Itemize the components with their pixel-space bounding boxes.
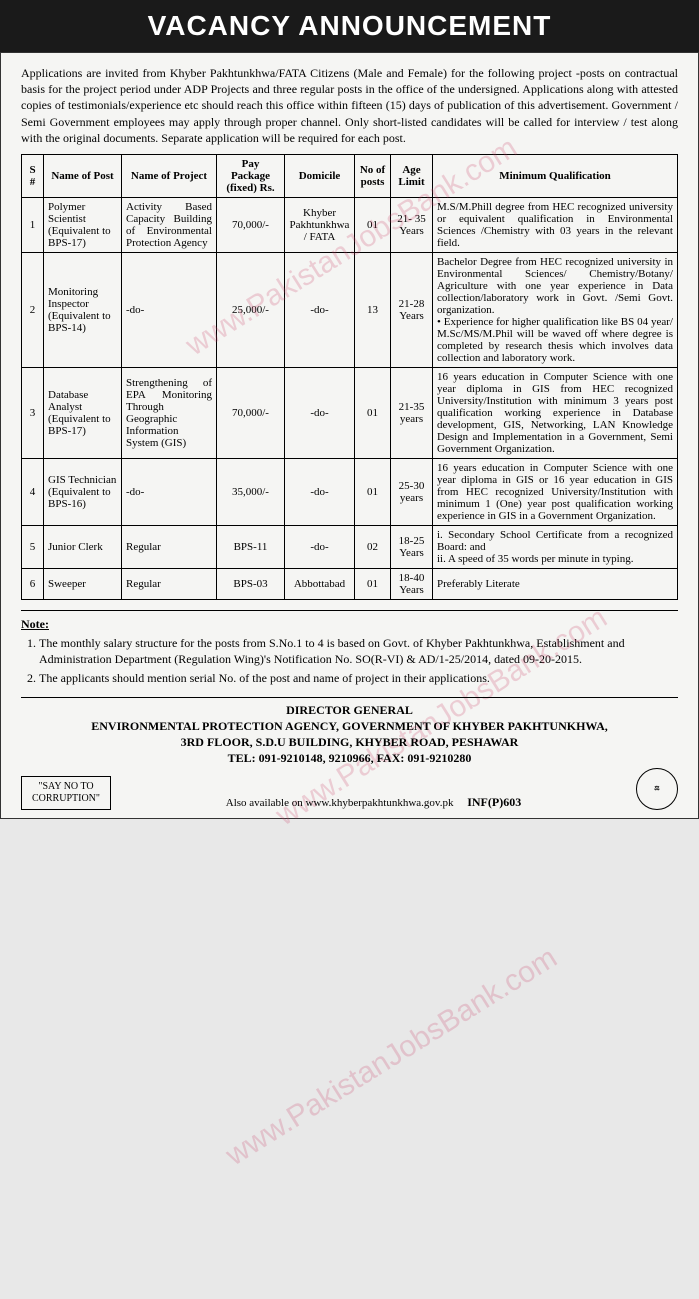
footer-agency: ENVIRONMENTAL PROTECTION AGENCY, GOVERNM… <box>21 718 678 734</box>
table-cell: Sweeper <box>44 568 122 599</box>
table-cell: Database Analyst (Equivalent to BPS-17) <box>44 367 122 458</box>
table-cell: BPS-03 <box>217 568 285 599</box>
table-cell: 25,000/- <box>217 252 285 367</box>
table-row: 6SweeperRegularBPS-03Abbottabad0118-40 Y… <box>22 568 678 599</box>
table-cell: 3 <box>22 367 44 458</box>
footer-director: DIRECTOR GENERAL <box>21 702 678 718</box>
table-row: 4GIS Technician (Equivalent to BPS-16)-d… <box>22 458 678 525</box>
table-cell: 35,000/- <box>217 458 285 525</box>
seal-icon: ⚖ <box>636 768 678 810</box>
table-cell: Monitoring Inspector (Equivalent to BPS-… <box>44 252 122 367</box>
table-header-row: S # Name of Post Name of Project Pay Pac… <box>22 154 678 197</box>
table-cell: 21-28 Years <box>391 252 433 367</box>
table-cell: 70,000/- <box>217 197 285 252</box>
document-page: www.PakistanJobsBank.com www.PakistanJob… <box>0 0 699 819</box>
table-cell: 18-25 Years <box>391 525 433 568</box>
table-cell: -do- <box>122 458 217 525</box>
table-cell: -do- <box>285 525 355 568</box>
footer-bottom-row: "SAY NO TO CORRUPTION" Also available on… <box>21 768 678 810</box>
table-cell: 02 <box>355 525 391 568</box>
table-cell: 13 <box>355 252 391 367</box>
table-cell: Khyber Pakhtunkhwa / FATA <box>285 197 355 252</box>
note-item: The applicants should mention serial No.… <box>39 671 678 687</box>
content-frame: Applications are invited from Khyber Pak… <box>0 52 699 819</box>
table-cell: 21-35 years <box>391 367 433 458</box>
col-header: Age Limit <box>391 154 433 197</box>
col-header: Pay Package (fixed) Rs. <box>217 154 285 197</box>
table-cell: Polymer Scientist (Equivalent to BPS-17) <box>44 197 122 252</box>
table-cell: 21- 35 Years <box>391 197 433 252</box>
table-cell: 1 <box>22 197 44 252</box>
notes-list: The monthly salary structure for the pos… <box>39 636 678 687</box>
table-cell: 6 <box>22 568 44 599</box>
table-cell: -do- <box>285 367 355 458</box>
notes-section: Note: The monthly salary structure for t… <box>21 610 678 687</box>
table-row: 1Polymer Scientist (Equivalent to BPS-17… <box>22 197 678 252</box>
table-cell: -do- <box>285 252 355 367</box>
footer-inf-code: INF(P)603 <box>467 795 521 809</box>
table-cell: 25-30 years <box>391 458 433 525</box>
table-cell: 16 years education in Computer Science w… <box>433 458 678 525</box>
table-cell: 2 <box>22 252 44 367</box>
table-cell: 18-40 Years <box>391 568 433 599</box>
table-cell: 01 <box>355 568 391 599</box>
table-cell: Regular <box>122 568 217 599</box>
watermark: www.PakistanJobsBank.com <box>220 941 563 1173</box>
col-header: S # <box>22 154 44 197</box>
table-cell: 5 <box>22 525 44 568</box>
table-cell: Strengthening of EPA Monitoring Through … <box>122 367 217 458</box>
col-header: Name of Post <box>44 154 122 197</box>
table-cell: -do- <box>122 252 217 367</box>
col-header: Name of Project <box>122 154 217 197</box>
table-cell: 4 <box>22 458 44 525</box>
table-cell: 01 <box>355 367 391 458</box>
note-item: The monthly salary structure for the pos… <box>39 636 678 667</box>
table-cell: Bachelor Degree from HEC recognized univ… <box>433 252 678 367</box>
table-cell: Preferably Literate <box>433 568 678 599</box>
table-cell: 01 <box>355 197 391 252</box>
table-cell: 70,000/- <box>217 367 285 458</box>
col-header: Domicile <box>285 154 355 197</box>
table-cell: Regular <box>122 525 217 568</box>
table-cell: 01 <box>355 458 391 525</box>
table-cell: Junior Clerk <box>44 525 122 568</box>
table-row: 5Junior ClerkRegularBPS-11-do-0218-25 Ye… <box>22 525 678 568</box>
table-cell: Abbottabad <box>285 568 355 599</box>
table-cell: -do- <box>285 458 355 525</box>
table-row: 2Monitoring Inspector (Equivalent to BPS… <box>22 252 678 367</box>
col-header: No of posts <box>355 154 391 197</box>
table-cell: Activity Based Capacity Building of Envi… <box>122 197 217 252</box>
footer-contact: TEL: 091-9210148, 9210966, FAX: 091-9210… <box>21 750 678 766</box>
table-cell: BPS-11 <box>217 525 285 568</box>
intro-paragraph: Applications are invited from Khyber Pak… <box>21 65 678 146</box>
table-cell: 16 years education in Computer Science w… <box>433 367 678 458</box>
footer-address: 3RD FLOOR, S.D.U BUILDING, KHYBER ROAD, … <box>21 734 678 750</box>
col-header: Minimum Qualification <box>433 154 678 197</box>
table-cell: GIS Technician (Equivalent to BPS-16) <box>44 458 122 525</box>
notes-title: Note: <box>21 617 678 632</box>
jobs-table: S # Name of Post Name of Project Pay Pac… <box>21 154 678 600</box>
table-cell: M.S/M.Phill degree from HEC recognized u… <box>433 197 678 252</box>
footer-available: Also available on www.khyberpakhtunkhwa.… <box>226 797 454 809</box>
table-cell: i. Secondary School Certificate from a r… <box>433 525 678 568</box>
page-title: VACANCY ANNOUNCEMENT <box>0 0 699 52</box>
footer-block: DIRECTOR GENERAL ENVIRONMENTAL PROTECTIO… <box>21 697 678 811</box>
table-row: 3Database Analyst (Equivalent to BPS-17)… <box>22 367 678 458</box>
corruption-box: "SAY NO TO CORRUPTION" <box>21 776 111 810</box>
